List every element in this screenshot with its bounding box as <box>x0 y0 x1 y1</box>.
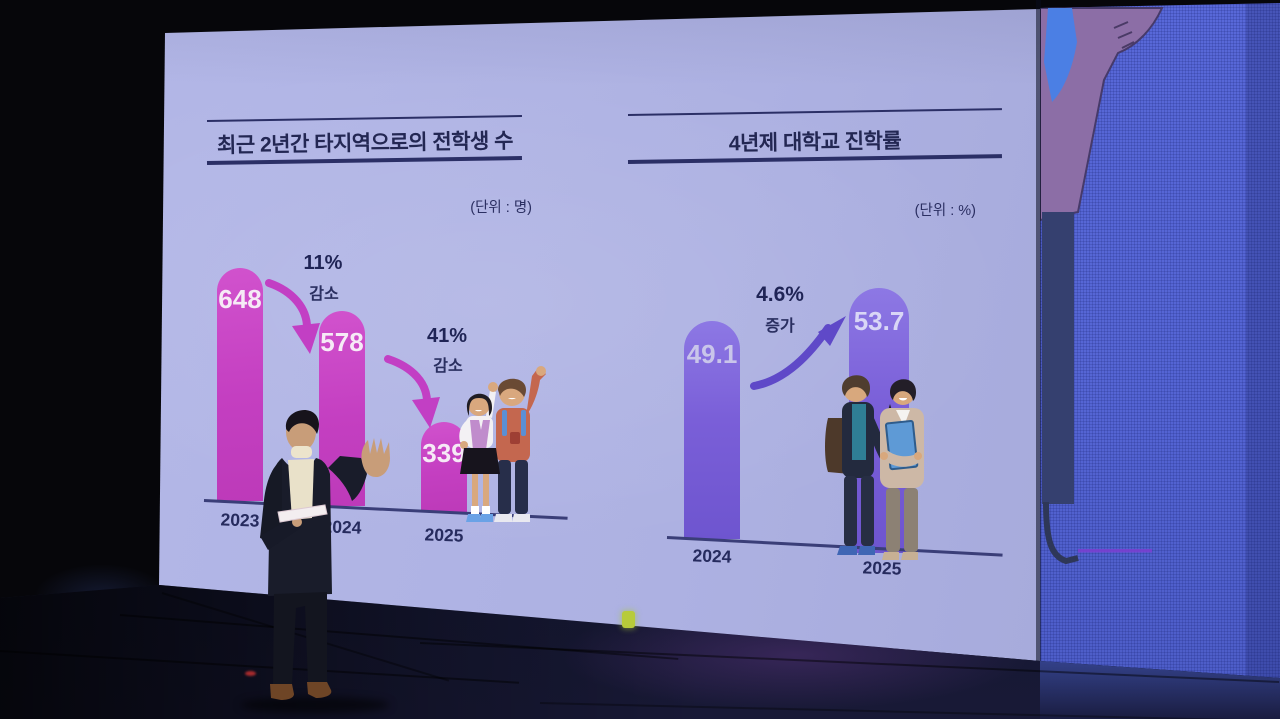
screen-panel-seam <box>1036 0 1041 680</box>
decrease-2-label: 감소 <box>420 352 476 376</box>
panel-purple-line <box>1078 549 1152 553</box>
panel-blue-strip <box>1044 8 1077 102</box>
university-chart-unit: (단위 : %) <box>872 199 976 220</box>
decrease-arrow-1-icon <box>265 279 320 354</box>
bar-2024-rate-value: 49.1 <box>684 339 740 370</box>
university-students-illustration <box>825 375 924 560</box>
increase-arrow-icon <box>750 316 846 390</box>
decrease-1-label: 감소 <box>296 280 352 304</box>
bar-2025-rate-value: 53.7 <box>849 306 909 337</box>
decrease-2-percent: 41% <box>416 325 478 348</box>
bar-2024-rate: 49.1 <box>684 321 740 539</box>
school-students-illustration <box>459 366 546 522</box>
increase-label: 증가 <box>750 312 810 336</box>
panel-dark-column <box>1042 212 1074 504</box>
transfer-chart-unit: (단위 : 명) <box>420 196 532 217</box>
presenter-shadow <box>240 697 390 713</box>
decrease-1-percent: 11% <box>292 252 354 275</box>
increase-percent: 4.6% <box>744 283 816 307</box>
bar-2023-transfers: 648 <box>217 268 263 501</box>
panel-hook-outline <box>1043 501 1079 565</box>
decrease-arrow-2-icon <box>384 355 440 428</box>
bar-2025-value: 339 <box>421 438 467 469</box>
green-marker-dot <box>622 611 635 628</box>
bar-2024-value: 578 <box>319 327 365 358</box>
bar-2023-value: 648 <box>217 284 263 315</box>
presenter <box>260 410 390 700</box>
red-laser-dot <box>245 671 256 676</box>
